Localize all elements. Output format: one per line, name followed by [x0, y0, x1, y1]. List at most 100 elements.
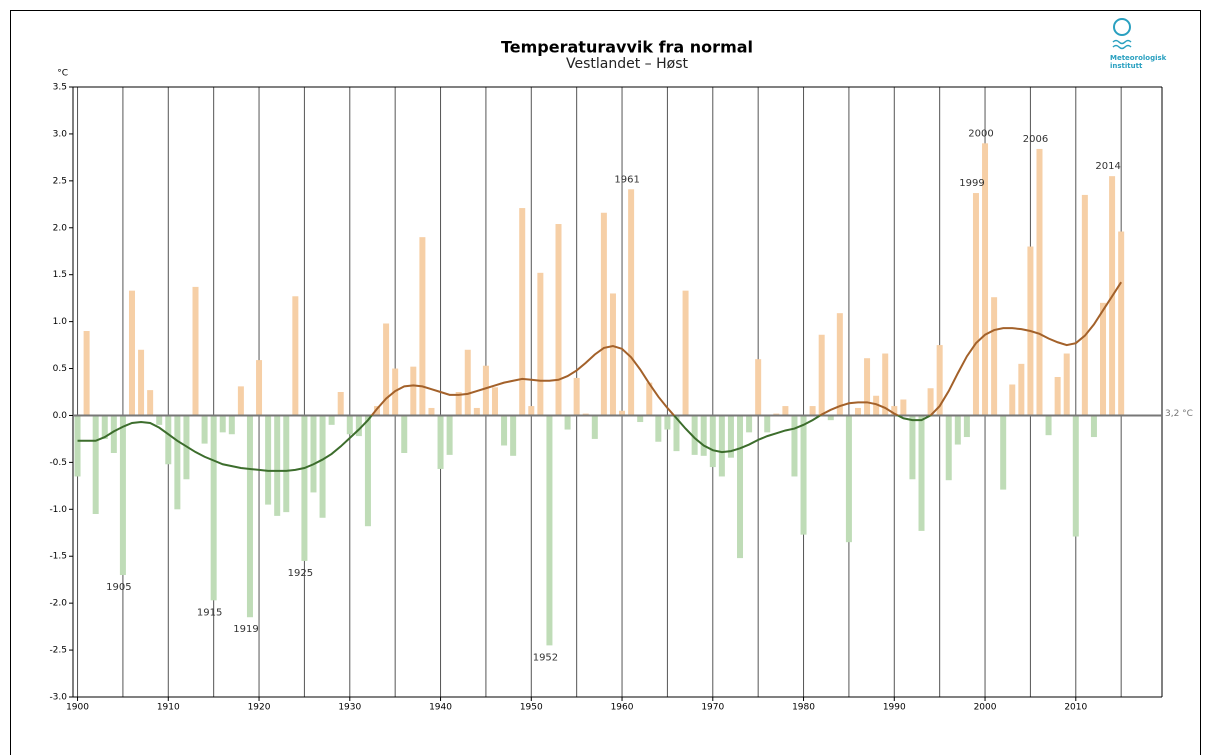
- x-tick-label: 1980: [792, 703, 815, 713]
- y-tick-label: -1.0: [49, 505, 67, 515]
- y-axis-label: °C: [57, 69, 68, 79]
- baseline-label: 3,2 °C: [1165, 409, 1193, 419]
- x-tick-label: 2000: [974, 703, 997, 713]
- y-tick-label: 2.0: [53, 223, 68, 233]
- x-tick-label: 1990: [883, 703, 906, 713]
- bar: [791, 415, 798, 477]
- bar: [963, 415, 970, 438]
- bar: [755, 359, 762, 416]
- bar: [800, 415, 807, 535]
- bar: [637, 415, 644, 423]
- bar: [510, 415, 517, 456]
- bar: [83, 331, 90, 416]
- bar: [737, 415, 744, 559]
- bar: [219, 415, 226, 433]
- bar: [1100, 302, 1107, 416]
- bar: [482, 365, 489, 416]
- bar: [1045, 415, 1052, 436]
- bar: [646, 382, 653, 416]
- bar: [1009, 384, 1016, 416]
- bar: [818, 334, 825, 416]
- bar: [909, 415, 916, 480]
- bar: [764, 415, 771, 433]
- bar: [591, 415, 598, 439]
- x-tick-label: 1910: [157, 703, 180, 713]
- y-tick-label: 0.5: [53, 364, 67, 374]
- y-tick-label: -3.0: [49, 693, 67, 703]
- bar: [882, 353, 889, 416]
- y-tick-label: 2.5: [53, 176, 67, 186]
- bar: [873, 395, 880, 416]
- bar: [201, 415, 208, 444]
- bar: [346, 415, 353, 435]
- y-tick-label: -0.5: [49, 458, 67, 468]
- bar: [301, 415, 308, 561]
- bar: [628, 189, 635, 416]
- bar: [619, 410, 626, 416]
- bar: [927, 388, 934, 416]
- bar: [265, 415, 272, 505]
- bar: [954, 415, 961, 445]
- bar: [609, 293, 616, 416]
- annotation: 1905: [106, 582, 131, 593]
- bar: [673, 415, 680, 452]
- bar: [74, 415, 81, 477]
- chart-subtitle: Vestlandet – Høst: [566, 56, 689, 72]
- bar: [854, 407, 861, 416]
- annotation: 1925: [288, 568, 313, 579]
- x-tick-label: 1960: [611, 703, 634, 713]
- bar: [92, 415, 99, 514]
- bar: [165, 415, 172, 465]
- bar: [782, 406, 789, 416]
- bar: [419, 237, 426, 416]
- x-tick-label: 1970: [701, 703, 724, 713]
- logo-waves: [1112, 39, 1132, 50]
- bar: [337, 392, 344, 416]
- bar: [237, 386, 244, 416]
- bar: [274, 415, 281, 516]
- bar: [1063, 353, 1070, 416]
- bar: [501, 415, 508, 446]
- annotation: 2006: [1023, 134, 1048, 145]
- trend-line: [77, 415, 932, 472]
- bar: [845, 415, 852, 543]
- bar: [564, 415, 571, 430]
- y-tick-label: 1.5: [53, 270, 67, 280]
- bar: [383, 323, 390, 416]
- bar: [310, 415, 317, 493]
- bar: [836, 313, 843, 416]
- bar: [1118, 231, 1125, 416]
- bar: [119, 415, 126, 575]
- annotation: 1961: [614, 174, 639, 185]
- bar: [664, 415, 671, 430]
- bar: [709, 415, 716, 468]
- bar: [292, 296, 299, 416]
- x-tick-label: 1900: [66, 703, 89, 713]
- x-tick-label: 1920: [248, 703, 271, 713]
- y-tick-label: 3.5: [53, 83, 67, 93]
- bar: [655, 415, 662, 442]
- y-tick-label: 3.0: [53, 129, 68, 139]
- bar: [110, 415, 117, 453]
- bar: [1000, 415, 1007, 490]
- annotation: 2014: [1095, 161, 1120, 172]
- bar: [156, 415, 163, 425]
- bar: [982, 143, 989, 416]
- logo-text: Meteorologisk: [1110, 54, 1167, 62]
- bar: [473, 407, 480, 416]
- bar: [1090, 415, 1097, 438]
- bar: [682, 290, 689, 416]
- bar: [174, 415, 181, 510]
- bar: [972, 193, 979, 416]
- bar: [537, 272, 544, 416]
- bar: [228, 415, 235, 435]
- bar: [101, 415, 108, 439]
- bar: [147, 390, 154, 416]
- trend-line: [370, 281, 1123, 416]
- bar: [718, 415, 725, 477]
- x-tick-label: 2010: [1064, 703, 1087, 713]
- bar: [374, 406, 381, 416]
- bar: [546, 415, 553, 646]
- bar: [455, 392, 462, 416]
